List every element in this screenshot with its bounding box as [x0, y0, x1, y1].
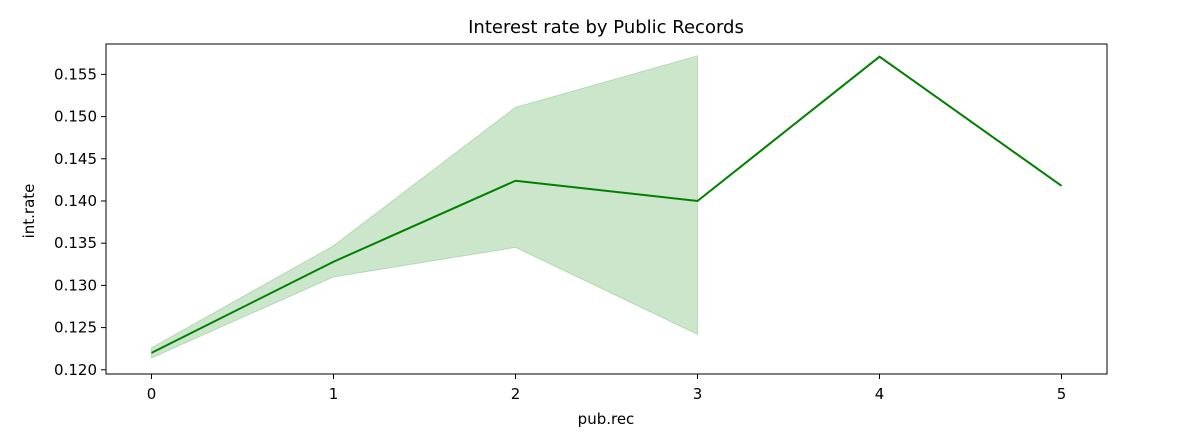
confidence-band-layer: [151, 55, 698, 359]
x-tick-label: 5: [1057, 385, 1067, 403]
y-axis: 0.120 0.125 0.130 0.135 0.140 0.145 0.150 0.155: [54, 65, 106, 379]
plot-frame: [105, 43, 1108, 375]
x-tick-label: 1: [329, 385, 339, 403]
x-tick-label: 4: [875, 385, 885, 403]
y-axis-title: int.rate: [20, 184, 38, 239]
y-tick-label: 0.145: [54, 150, 97, 168]
x-axis: 0 1 2 3 4 5: [147, 374, 1067, 403]
series-line: [151, 55, 1063, 354]
y-tick-label: 0.130: [54, 276, 97, 294]
y-tick-label: 0.135: [54, 234, 97, 252]
y-tick-label: 0.140: [54, 192, 97, 210]
chart-title: Interest rate by Public Records: [468, 17, 744, 38]
x-tick-label: 0: [147, 385, 157, 403]
x-tick-label: 3: [693, 385, 703, 403]
y-tick-label: 0.125: [54, 319, 97, 337]
series-line-layer: [151, 55, 1063, 354]
y-tick-label: 0.120: [54, 361, 97, 379]
y-tick-label: 0.150: [54, 108, 97, 126]
y-tick-label: 0.155: [54, 65, 97, 83]
x-tick-label: 2: [511, 385, 521, 403]
x-axis-title: pub.rec: [578, 410, 635, 428]
confidence-band: [151, 55, 698, 359]
